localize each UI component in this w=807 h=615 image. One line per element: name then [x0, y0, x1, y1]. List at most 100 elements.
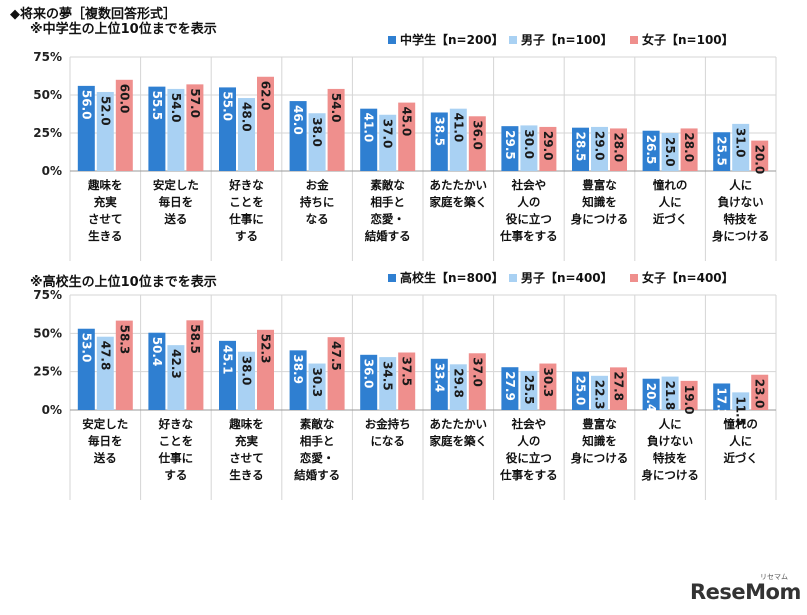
- chart2-y-tick-label: 50%: [33, 326, 62, 340]
- chart1-bar: [610, 128, 627, 171]
- chart2-data-label: 17.3: [715, 387, 729, 417]
- main-title: ◆将来の夢［複数回答形式］: [10, 7, 176, 22]
- chart1-data-label: 31.0: [734, 128, 748, 158]
- chart2-category-label: 身につける: [571, 451, 629, 465]
- chart2-data-label: 47.8: [98, 341, 112, 371]
- chart2-category-label: 身につける: [641, 468, 699, 482]
- chart2-bar: [115, 320, 133, 410]
- chart1-category-label: 趣味を: [87, 178, 123, 192]
- chart2-bar: [732, 392, 750, 410]
- chart1-data-label: 54.0: [169, 93, 183, 123]
- chart1-category-label: 恋愛・: [370, 212, 405, 226]
- chart2-bar: [379, 357, 397, 410]
- chart2-category-label: 相手と: [300, 434, 335, 448]
- chart2-category-label: あたたかい: [430, 417, 488, 431]
- chart1-data-label: 62.0: [259, 81, 273, 111]
- chart1-category-label: 持ちに: [300, 195, 335, 209]
- chart2-data-label: 37.0: [470, 357, 484, 387]
- chart1-data-label: 57.0: [188, 88, 202, 118]
- chart1-bar: [520, 125, 538, 171]
- chart2-data-label: 19.0: [682, 385, 696, 415]
- chart1-category-label: なる: [306, 212, 329, 226]
- chart1-category-label: 仕事に: [228, 212, 264, 226]
- chart2-bar: [398, 352, 416, 410]
- chart1-bar: [77, 85, 95, 171]
- chart1-y-tick-label: 50%: [33, 88, 62, 102]
- chart1-data-label: 37.0: [381, 119, 395, 149]
- chart2-bar: [680, 380, 698, 410]
- chart2-category-label: 生きる: [229, 468, 263, 482]
- chart2-data-label: 30.3: [541, 368, 555, 398]
- chart1-bar: [379, 114, 397, 171]
- chart1-category-label: 結婚する: [365, 229, 411, 243]
- chart1-category-label: 人に: [659, 195, 682, 209]
- chart2-bar: [430, 358, 448, 410]
- chart1-category-label: 相手と: [370, 195, 405, 209]
- chart1-bar: [468, 116, 486, 171]
- chart2-category-label: 人に: [659, 417, 682, 431]
- chart2-category-label: 人に: [729, 434, 752, 448]
- chart2-category-label: 結婚する: [294, 468, 340, 482]
- chart1-bar: [327, 88, 345, 171]
- chart2-category-label: ことを: [159, 434, 194, 448]
- chart2-data-label: 42.3: [169, 349, 183, 379]
- chart1-category-label: 家庭を築く: [430, 195, 488, 209]
- chart2-data-label: 58.5: [188, 324, 202, 354]
- chart2-bar: [327, 337, 345, 410]
- chart1-bar: [430, 112, 448, 171]
- chart2-bar: [591, 375, 608, 410]
- chart2-data-label: 25.5: [522, 375, 536, 405]
- chart1-category-label: ことを: [229, 195, 264, 209]
- chart2-bar: [360, 354, 378, 410]
- chart2-bar: [96, 336, 114, 410]
- chart2-bar: [661, 376, 679, 410]
- chart2-category-label: 豊富な: [582, 417, 617, 431]
- chart1-data-label: 30.0: [522, 129, 536, 159]
- chart1-data-label: 29.0: [593, 131, 607, 161]
- chart1-category-label: お金: [306, 178, 329, 192]
- chart1-bar: [360, 108, 378, 171]
- chart2-category-label: する: [164, 468, 187, 482]
- chart2-bar: [713, 383, 731, 410]
- chart2-title: ※高校生の上位10位までを表示: [30, 275, 217, 290]
- chart2-data-label: 29.8: [451, 368, 465, 398]
- chart1-legend-label: 男子【n=100】: [521, 32, 613, 47]
- chart2-data-label: 11.5: [734, 396, 748, 426]
- chart1-data-label: 38.0: [310, 117, 324, 147]
- chart2-data-label: 50.4: [150, 337, 164, 367]
- chart2-data-label: 27.9: [503, 371, 517, 401]
- chart2-data-label: 30.3: [310, 368, 324, 398]
- chart1-data-label: 41.0: [362, 113, 376, 143]
- chart1-category-label: 仕事をする: [499, 229, 558, 243]
- chart2-bar: [308, 363, 326, 410]
- chart2-bar: [186, 320, 204, 410]
- chart2-data-label: 45.1: [221, 345, 235, 375]
- chart2-category-label: 特技を: [653, 451, 688, 465]
- chart1-data-label: 55.0: [221, 91, 235, 121]
- chart1-category-label: あたたかい: [430, 178, 488, 192]
- chart2-y-tick-label: 25%: [33, 365, 62, 379]
- chart2-bar: [520, 370, 538, 410]
- chart1-category-label: 身につける: [712, 229, 770, 243]
- chart1-data-label: 28.0: [612, 132, 626, 162]
- chart1-category-label: 安定した: [153, 178, 199, 192]
- chart2-y-tick-label: 0%: [42, 403, 62, 417]
- chart1-category-label: 素敵な: [370, 178, 405, 192]
- chart1-bar: [572, 127, 589, 171]
- chart1-category-label: 送る: [163, 212, 187, 226]
- chart1-category-label: 社会や: [511, 178, 547, 192]
- chart1-bar: [186, 84, 204, 171]
- chart2-bar: [751, 374, 769, 410]
- chart1-data-label: 56.0: [79, 90, 93, 120]
- chart2-bar: [289, 350, 307, 410]
- chart1-data-label: 38.5: [432, 116, 446, 146]
- chart1-category-label: 役に立つ: [506, 212, 552, 226]
- chart1-bar: [167, 88, 185, 171]
- chart1-category-label: 充実: [94, 195, 117, 209]
- chart1-bar: [713, 132, 731, 171]
- chart1-bar: [680, 128, 698, 171]
- chart2-legend-label: 高校生【n=800】: [400, 270, 504, 285]
- chart2-category-label: させて: [229, 451, 264, 465]
- chart1-bar: [257, 76, 274, 171]
- chart1-category-label: 近づく: [653, 212, 688, 226]
